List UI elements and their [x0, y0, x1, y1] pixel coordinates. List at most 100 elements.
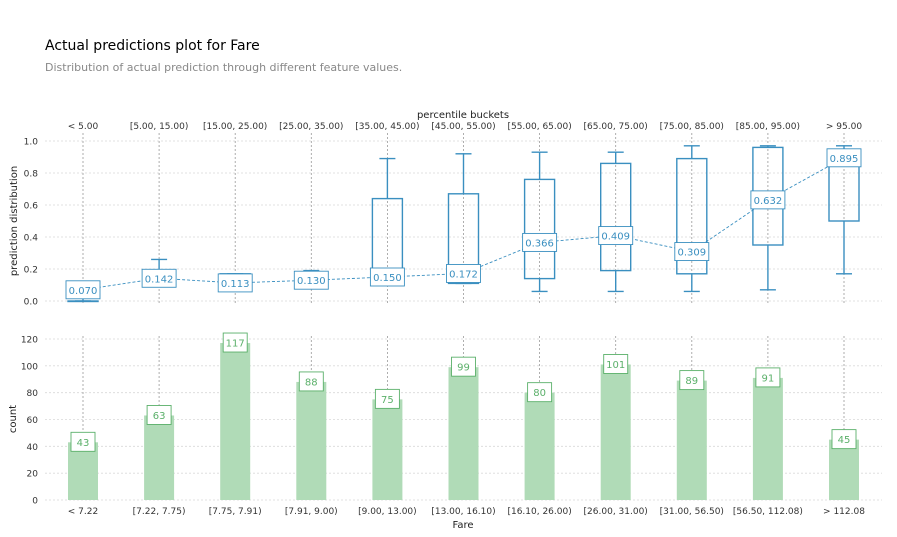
- top-y-tick-label: 0.6: [24, 202, 39, 212]
- bottom-x-tick-label: < 7.22: [68, 507, 98, 517]
- mean-label-box: [65, 280, 101, 300]
- bottom-x-tick-label: [7.91, 9.00): [285, 507, 338, 517]
- count-label: 89: [685, 376, 698, 387]
- top-x-tick-label: [25.00, 35.00): [279, 122, 343, 132]
- top-x-tick-label: [15.00, 25.00): [203, 122, 267, 132]
- count-label: 75: [381, 395, 394, 406]
- bottom-y-tick-label: 20: [27, 470, 39, 480]
- top-x-tick-label: < 5.00: [68, 122, 99, 132]
- mean-label: 0.409: [601, 232, 630, 243]
- count-bar: [372, 399, 403, 500]
- top-y-tick-label: 0.0: [24, 298, 39, 308]
- mean-label-box: [826, 148, 862, 168]
- bottom-x-tick-label: [16.10, 26.00): [507, 507, 571, 517]
- count-bar: [752, 377, 783, 500]
- chart-title: Actual predictions plot for Fare: [45, 38, 260, 54]
- box-iqr: [676, 157, 708, 275]
- top-y-tick-label: 0.4: [24, 234, 39, 244]
- count-label-box: [451, 356, 476, 377]
- bottom-y-tick-label: 120: [21, 336, 38, 346]
- bottom-y-tick-label: 40: [27, 443, 39, 453]
- mean-label: 0.309: [677, 248, 706, 259]
- box-iqr: [67, 300, 99, 303]
- count-label-box: [298, 371, 324, 392]
- top-x-tick-label: [85.00, 95.00): [736, 122, 800, 132]
- count-label-box: [70, 431, 96, 452]
- count-label: 99: [457, 363, 470, 374]
- count-label: 63: [153, 411, 166, 422]
- mean-label: 0.150: [373, 273, 402, 284]
- count-label-box: [527, 382, 553, 403]
- box-iqr: [523, 178, 556, 280]
- mean-label: 0.130: [297, 276, 326, 287]
- bottom-x-tick-label: [13.00, 16.10): [431, 507, 495, 517]
- bottom-x-tick-label: [9.00, 13.00): [358, 507, 417, 517]
- top-x-tick-label: [5.00, 15.00): [130, 122, 189, 132]
- bottom-x-axis-title: Fare: [452, 520, 473, 531]
- count-label-box: [755, 367, 781, 388]
- top-x-tick-label: > 95.00: [826, 122, 862, 132]
- box-iqr: [600, 162, 632, 272]
- top-y-axis-title: prediction distribution: [9, 166, 20, 276]
- chart-subtitle: Distribution of actual prediction throug…: [45, 61, 403, 74]
- mean-label: 0.895: [830, 154, 859, 165]
- count-label-box: [679, 370, 705, 391]
- count-label: 91: [762, 373, 775, 384]
- bottom-y-axis-title: count: [8, 405, 19, 433]
- count-bar: [448, 367, 479, 500]
- box-item: [447, 153, 480, 285]
- count-bar: [220, 343, 251, 500]
- mean-label: 0.172: [449, 269, 478, 280]
- top-x-tick-label: [55.00, 65.00): [507, 122, 571, 132]
- count-label: 45: [838, 435, 851, 446]
- mean-label-box: [674, 242, 710, 262]
- grid-layer: 0.0 0.2 0.4 0.6 0.8 1.0 < 5.00 [5.00, 15.00) [15…: [21, 122, 882, 517]
- bottom-x-tick-label: [56.50, 112.08): [733, 507, 803, 517]
- mean-label-box: [446, 264, 481, 283]
- top-y-tick-label: 1.0: [24, 138, 39, 148]
- count-bar: [600, 364, 631, 500]
- count-label-box: [374, 388, 400, 409]
- bottom-x-tick-label: [31.00, 56.50): [660, 507, 724, 517]
- count-label: 101: [606, 360, 625, 371]
- mean-label-box: [750, 190, 786, 210]
- mean-label-box: [293, 270, 329, 290]
- count-bar: [524, 392, 555, 500]
- count-label-box: [222, 332, 248, 353]
- box-plot-layer: 0.070 0.142 0.113 0.130 0.150 0.172 0.366 0.409…: [65, 145, 862, 303]
- top-y-tick-label: 0.8: [24, 170, 39, 180]
- bar-plot-layer: 43 63 117 88 75 99 80 101 89 91 45: [68, 332, 859, 500]
- count-bar: [829, 439, 859, 500]
- box-item: [676, 145, 708, 293]
- bottom-y-tick-label: 100: [21, 362, 38, 372]
- count-label: 43: [77, 438, 90, 449]
- mean-label: 0.142: [145, 274, 174, 285]
- mean-label-box: [141, 268, 177, 288]
- mean-label: 0.366: [525, 238, 554, 249]
- count-label-box: [831, 429, 857, 450]
- bottom-y-tick-label: 60: [27, 416, 39, 426]
- box-iqr: [447, 193, 480, 285]
- bottom-x-tick-label: [7.22, 7.75): [133, 507, 186, 517]
- mean-label-box: [369, 267, 405, 287]
- bottom-y-tick-label: 80: [27, 389, 39, 399]
- top-x-tick-label: [35.00, 45.00): [355, 122, 419, 132]
- count-bar: [68, 442, 98, 500]
- count-label: 80: [533, 388, 546, 399]
- count-label-box: [146, 405, 172, 425]
- mean-label: 0.113: [221, 279, 250, 290]
- mean-label-box: [598, 226, 634, 246]
- count-label: 88: [305, 377, 318, 388]
- bottom-x-tick-label: [26.00, 31.00): [584, 507, 648, 517]
- top-x-tick-label: [45.00, 55.00): [431, 122, 495, 132]
- mean-label-box: [522, 232, 558, 252]
- count-bar: [296, 381, 327, 500]
- bottom-x-tick-label: [7.75, 7.91): [209, 507, 262, 517]
- top-x-tick-label: [75.00, 85.00): [660, 122, 724, 132]
- mean-label: 0.070: [69, 286, 98, 297]
- top-x-axis-title: percentile buckets: [417, 110, 509, 121]
- bottom-y-tick-label: 0: [32, 497, 38, 507]
- count-bar: [144, 415, 175, 500]
- box-item: [600, 151, 632, 293]
